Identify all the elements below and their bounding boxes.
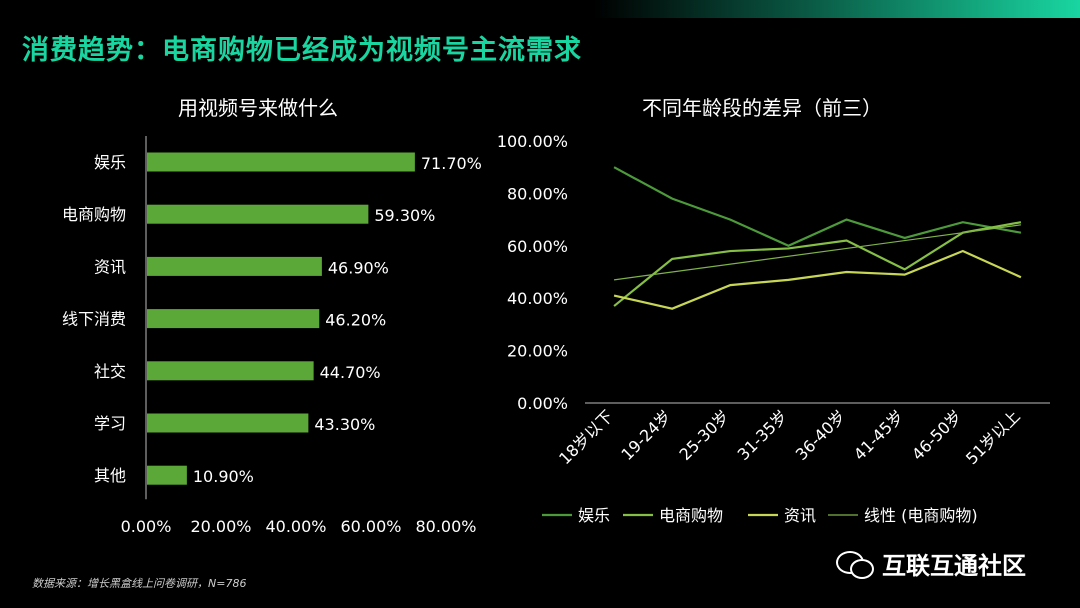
y-tick-label: 60.00% bbox=[507, 237, 568, 256]
legend-label: 线性 (电商购物) bbox=[864, 506, 978, 525]
bar bbox=[147, 309, 320, 329]
x-category-label: 25-30岁 bbox=[676, 406, 734, 464]
x-category-label: 41-45岁 bbox=[850, 406, 908, 464]
bar bbox=[147, 361, 314, 381]
bar-category-label: 社交 bbox=[94, 362, 126, 381]
bar-chart: 娱乐 71.70% 电商购物 59.30% 资讯 46.90% 线下消费 46.20% 社交 44… bbox=[62, 136, 482, 536]
series-line bbox=[613, 166, 1022, 248]
series-line bbox=[613, 221, 1022, 307]
series-line bbox=[613, 224, 1022, 281]
bar-value-label: 43.30% bbox=[314, 415, 375, 434]
top-accent-bar bbox=[0, 0, 1080, 18]
x-tick-label: 60.00% bbox=[340, 517, 401, 536]
watermark: 互联互通社区 bbox=[836, 546, 1026, 581]
y-tick-label: 100.00% bbox=[497, 132, 568, 151]
y-tick-label: 80.00% bbox=[507, 184, 568, 203]
bar-chart-title: 用视频号来做什么 bbox=[178, 96, 338, 120]
bar-value-label: 46.90% bbox=[328, 258, 389, 277]
x-tick-label: 20.00% bbox=[190, 517, 251, 536]
bar-category-label: 其他 bbox=[94, 466, 126, 485]
x-tick-label: 80.00% bbox=[415, 517, 476, 536]
bar bbox=[147, 152, 415, 172]
bar-category-label: 资讯 bbox=[94, 257, 126, 276]
bar bbox=[147, 465, 187, 485]
x-category-label: 19-24岁 bbox=[617, 406, 675, 464]
x-tick-label: 0.00% bbox=[121, 517, 172, 536]
y-tick-label: 40.00% bbox=[507, 289, 568, 308]
x-category-label: 31-35岁 bbox=[734, 406, 792, 464]
x-category-label: 36-40岁 bbox=[792, 406, 850, 464]
bar-value-label: 44.70% bbox=[320, 363, 381, 382]
bar bbox=[147, 204, 369, 224]
x-tick-label: 40.00% bbox=[265, 517, 326, 536]
x-category-label: 18岁以下 bbox=[555, 406, 617, 468]
bar-value-label: 46.20% bbox=[325, 311, 386, 330]
series-line bbox=[613, 249, 1022, 310]
wechat-icon bbox=[836, 549, 874, 579]
x-category-label: 51岁以上 bbox=[962, 406, 1024, 468]
bar-value-label: 71.70% bbox=[421, 154, 482, 173]
x-category-label: 46-50岁 bbox=[908, 406, 966, 464]
legend-label: 电商购物 bbox=[659, 506, 723, 525]
data-source-note: 数据来源：增长黑盒线上问卷调研，N=786 bbox=[32, 577, 247, 590]
bar bbox=[147, 256, 322, 276]
bar-category-label: 电商购物 bbox=[62, 205, 126, 224]
bar bbox=[147, 413, 309, 433]
line-chart: 0.00% 20.00% 40.00% 60.00% 80.00% 100.00% 18岁以… bbox=[497, 132, 1050, 525]
y-tick-label: 0.00% bbox=[517, 394, 568, 413]
watermark-text: 互联互通社区 bbox=[882, 552, 1026, 580]
bar-category-label: 娱乐 bbox=[94, 153, 126, 172]
bar-value-label: 59.30% bbox=[374, 206, 435, 225]
line-chart-title: 不同年龄段的差异（前三） bbox=[642, 96, 882, 120]
page-title: 消费趋势：电商购物已经成为视频号主流需求 bbox=[22, 35, 582, 66]
y-tick-label: 20.00% bbox=[507, 342, 568, 361]
bar-category-label: 线下消费 bbox=[62, 310, 126, 329]
bar-category-label: 学习 bbox=[94, 414, 126, 433]
legend-label: 资讯 bbox=[784, 506, 816, 525]
legend-label: 娱乐 bbox=[578, 506, 610, 525]
bar-value-label: 10.90% bbox=[193, 467, 254, 486]
